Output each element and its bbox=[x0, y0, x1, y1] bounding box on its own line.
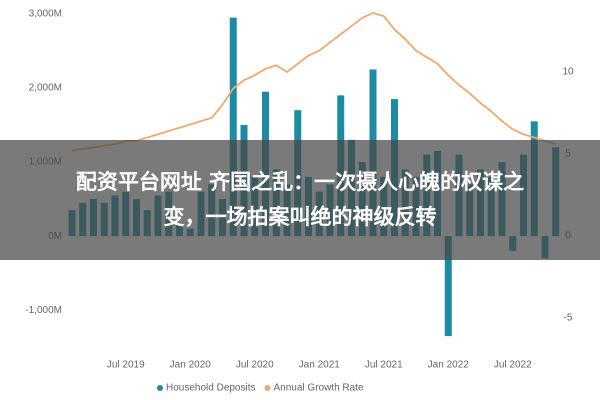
line bbox=[71, 11, 557, 152]
x-tick-label: Jul 2020 bbox=[236, 360, 274, 371]
headline: 配资平台网址 齐国之乱：一次摄人心魄的权谋之 bbox=[76, 170, 524, 194]
headline: 变，一场拍案叫绝的神级反转 bbox=[164, 205, 437, 229]
bar bbox=[444, 236, 452, 337]
legend-label: Household Deposits bbox=[166, 383, 256, 394]
banner bbox=[0, 140, 600, 260]
y2-tick-label: -5 bbox=[564, 313, 573, 324]
bar bbox=[229, 17, 237, 237]
y-tick-label: 2,000M bbox=[29, 83, 62, 94]
x-tick-label: Jul 2019 bbox=[107, 360, 145, 371]
y2-tick-label: 10 bbox=[562, 67, 574, 78]
legend-marker bbox=[157, 385, 163, 391]
x-tick-label: Jan 2022 bbox=[428, 360, 470, 371]
y-tick-label: 3,000M bbox=[29, 9, 62, 20]
x-tick-label: Jan 2020 bbox=[170, 360, 212, 371]
legend-marker bbox=[264, 385, 271, 391]
x-tick-label: Jul 2021 bbox=[365, 360, 403, 371]
x-tick-label: Jul 2022 bbox=[494, 360, 532, 371]
legend-label: Annual Growth Rate bbox=[274, 383, 364, 394]
y-tick-label: -1,000M bbox=[25, 305, 62, 316]
x-tick-label: Jan 2021 bbox=[299, 360, 341, 371]
